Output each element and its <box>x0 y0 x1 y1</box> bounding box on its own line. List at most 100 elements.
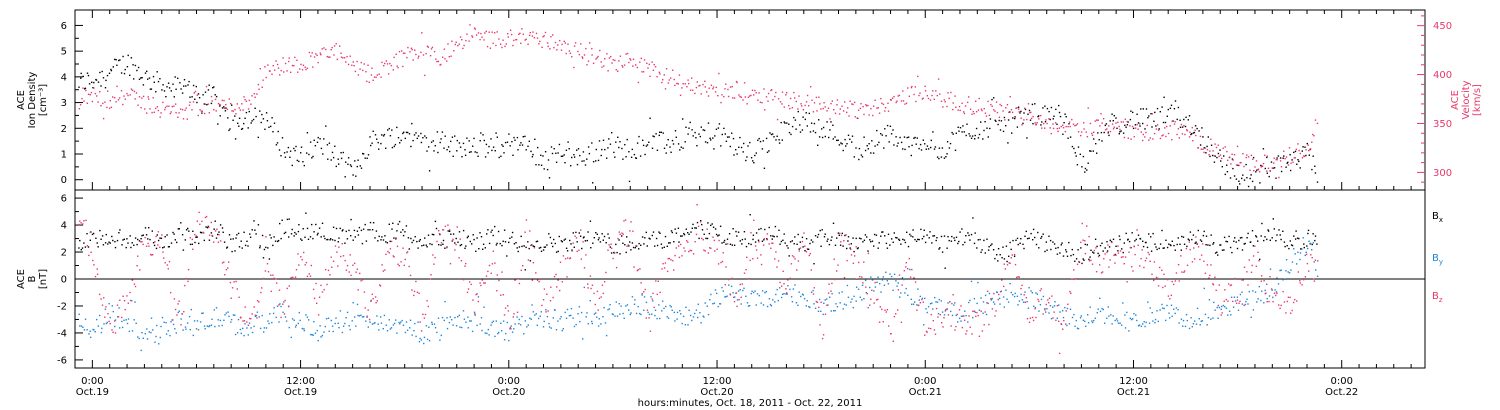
bx-point <box>666 245 668 247</box>
by-point <box>531 304 533 306</box>
bx-point <box>1216 251 1218 253</box>
bx-point <box>364 223 366 226</box>
bx-point <box>1210 234 1212 236</box>
density-point <box>642 139 644 141</box>
bx-point <box>947 236 949 238</box>
bz-point <box>893 316 896 318</box>
density-point <box>1125 126 1127 128</box>
bx-point <box>398 220 401 223</box>
density-point <box>916 137 918 139</box>
velocity-point <box>1011 111 1014 114</box>
bx-point <box>191 243 193 245</box>
bx-point <box>698 237 700 240</box>
density-point <box>938 147 941 149</box>
bx-point <box>473 238 475 241</box>
bz-point <box>637 269 639 271</box>
bz-point <box>133 283 136 285</box>
density-point <box>1136 113 1138 115</box>
by-point <box>783 293 785 295</box>
by-point <box>450 319 453 321</box>
by-point <box>1258 285 1260 288</box>
velocity-point <box>610 55 612 58</box>
density-point <box>1113 115 1115 117</box>
bx-point <box>417 247 419 249</box>
by-point <box>431 323 433 325</box>
velocity-point <box>1313 135 1315 137</box>
density-point <box>1167 108 1169 111</box>
bx-point <box>1162 247 1164 249</box>
bz-point <box>1100 272 1103 274</box>
by-point <box>406 329 409 331</box>
bz-point <box>404 258 406 261</box>
bz-point <box>288 305 290 307</box>
velocity-point <box>182 118 185 120</box>
velocity-point <box>1122 121 1124 123</box>
velocity-point <box>204 103 207 105</box>
bx-point <box>1188 239 1190 241</box>
bz-point <box>324 268 327 271</box>
bx-point <box>365 240 368 242</box>
by-point <box>728 284 730 286</box>
by-point <box>217 319 219 321</box>
density-point <box>124 68 126 71</box>
bx-point <box>561 241 563 243</box>
density-point <box>1250 174 1252 176</box>
velocity-point <box>658 71 661 73</box>
bz-point <box>1185 247 1188 250</box>
date-tick-label: Oct.21 <box>909 387 942 398</box>
bz-point <box>1086 225 1088 227</box>
by-point <box>308 319 310 321</box>
by-point <box>1049 305 1052 307</box>
bx-point <box>1012 239 1014 242</box>
by-point <box>1128 330 1130 332</box>
bz-point <box>306 275 309 278</box>
bz-point <box>981 330 984 332</box>
bx-point <box>712 226 715 228</box>
velocity-point <box>1192 140 1194 142</box>
bz-point <box>775 251 777 253</box>
bz-point <box>265 236 267 238</box>
by-point <box>1280 269 1282 271</box>
by-point <box>932 308 934 310</box>
density-point <box>179 82 181 84</box>
bz-point <box>933 329 936 331</box>
bz-point <box>1306 262 1309 265</box>
velocity-point <box>1117 121 1119 123</box>
bx-point <box>799 241 801 243</box>
bz-point <box>483 282 485 284</box>
velocity-point <box>630 59 632 61</box>
bz-point <box>1058 352 1061 355</box>
density-point <box>773 136 775 138</box>
velocity-point <box>1075 124 1077 126</box>
bx-point <box>566 250 569 252</box>
density-point <box>322 153 324 155</box>
velocity-point <box>1030 117 1033 120</box>
bx-point <box>1122 251 1124 254</box>
bz-point <box>181 313 183 315</box>
by-point <box>1161 307 1164 309</box>
by-point <box>972 316 974 319</box>
bx-point <box>903 239 906 241</box>
velocity-point <box>96 95 98 97</box>
density-point <box>78 86 80 88</box>
density-point <box>818 119 820 121</box>
bz-point <box>619 233 621 235</box>
density-point <box>762 140 764 142</box>
bz-point <box>1056 305 1059 307</box>
bz-point <box>944 309 947 311</box>
density-point <box>272 131 274 133</box>
velocity-point <box>234 108 236 111</box>
velocity-point <box>1148 139 1150 141</box>
bz-point <box>672 260 674 262</box>
by-point <box>527 324 529 326</box>
bx-point <box>723 239 726 242</box>
density-point <box>642 144 645 147</box>
velocity-point <box>390 64 393 67</box>
bx-point <box>371 229 374 231</box>
by-point <box>810 291 813 293</box>
by-point <box>609 304 611 306</box>
by-point <box>640 313 642 316</box>
bx-point <box>1220 244 1222 246</box>
velocity-point <box>1238 164 1240 167</box>
by-point <box>135 322 137 324</box>
